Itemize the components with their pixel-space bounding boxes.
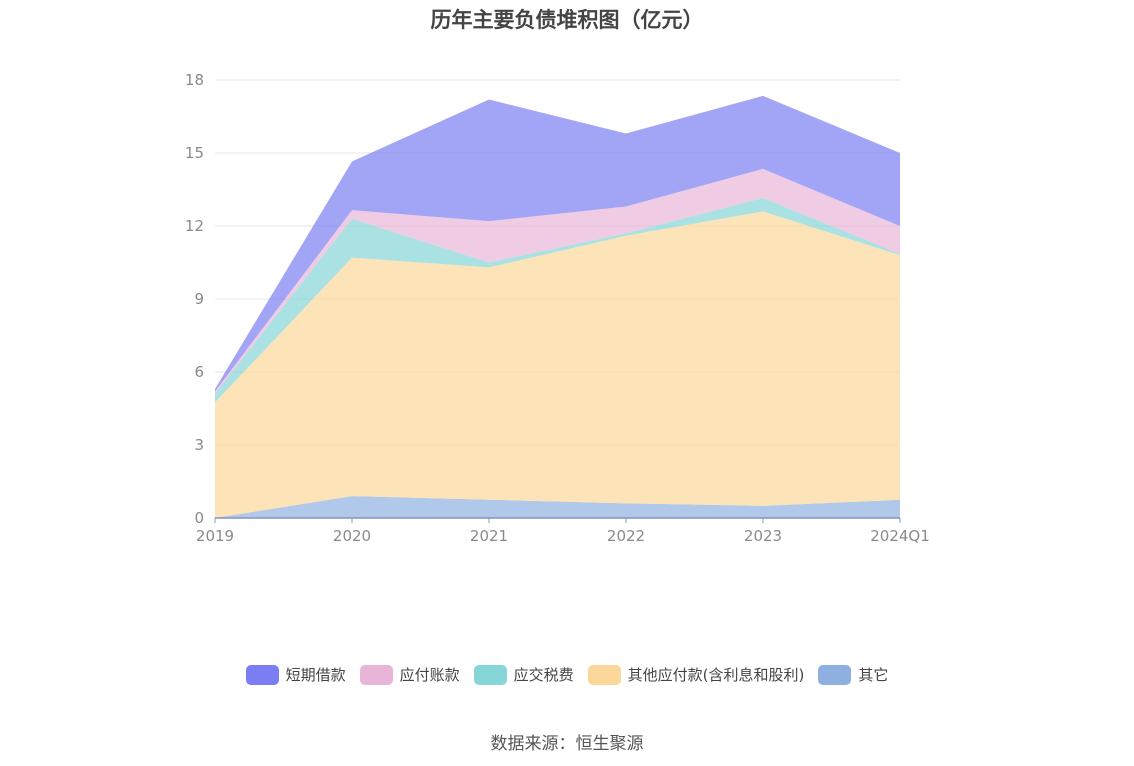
legend-label: 应交税费 [513, 666, 574, 684]
x-tick-label: 2024Q1 [870, 527, 930, 545]
legend: 短期借款 应付账款 应交税费 其他应付款(含利息和股利) 其它 [0, 664, 1134, 685]
x-tick-label: 2019 [196, 527, 234, 545]
x-tick-label: 2021 [470, 527, 508, 545]
y-tick-label: 18 [185, 71, 204, 89]
legend-swatch [245, 664, 279, 685]
x-tick-label: 2022 [607, 527, 645, 545]
x-tick-label: 2023 [744, 527, 782, 545]
axes: 0 3 6 9 12 15 18 2019 2020 2021 2022 2023 2024Q1 [185, 71, 930, 545]
y-tick-label: 3 [194, 436, 204, 454]
legend-swatch [359, 664, 393, 685]
legend-item[interactable]: 其它 [818, 664, 888, 685]
legend-swatch [818, 664, 852, 685]
area-series-4[interactable] [215, 95, 900, 392]
legend-swatch [473, 664, 507, 685]
area-series-0[interactable] [215, 496, 900, 518]
y-tick-label: 6 [194, 363, 204, 381]
y-tick-label: 0 [194, 509, 204, 527]
legend-label: 应付账款 [399, 666, 460, 684]
area-series-group [215, 95, 900, 518]
chart-title: 历年主要负债堆积图（亿元） [430, 8, 704, 32]
legend-item[interactable]: 应交税费 [473, 664, 574, 685]
area-series-2[interactable] [215, 198, 900, 403]
area-series-1[interactable] [215, 211, 900, 518]
legend-item[interactable]: 其他应付款(含利息和股利) [587, 664, 805, 685]
x-tick-label: 2020 [333, 527, 371, 545]
legend-item[interactable]: 应付账款 [359, 664, 460, 685]
legend-label: 其它 [858, 666, 889, 684]
y-tick-label: 9 [194, 290, 204, 308]
y-tick-label: 12 [185, 217, 204, 235]
source-note: 数据来源：恒生聚源 [490, 734, 644, 754]
legend-label: 短期借款 [285, 666, 346, 684]
legend-swatch [587, 664, 621, 685]
legend-label: 其他应付款(含利息和股利) [627, 666, 805, 684]
area-series-3[interactable] [215, 168, 900, 394]
y-tick-label: 15 [185, 144, 204, 162]
legend-item[interactable]: 短期借款 [245, 664, 346, 685]
